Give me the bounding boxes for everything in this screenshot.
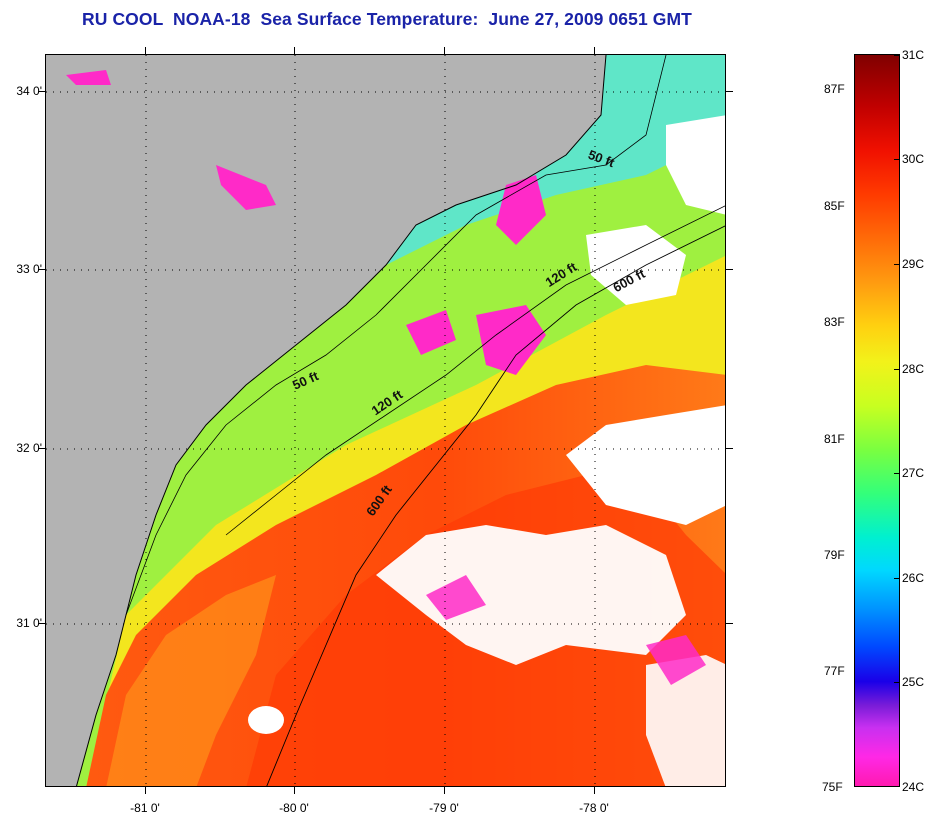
colorbar-tick (894, 159, 900, 160)
lat-label-32: 32 0' (16, 441, 42, 455)
lon-label-79: -79 0' (429, 801, 459, 815)
cloud-patch-southwest (248, 706, 284, 734)
colorbar-label-31c: 31C (902, 48, 925, 62)
cloud-patch-southeast (646, 655, 725, 786)
lat-tick (38, 269, 45, 270)
coastal-green-band (46, 55, 725, 786)
magenta-patch-6 (426, 575, 486, 620)
lat-label-34: 34 0' (16, 84, 42, 98)
sst-map-image (46, 55, 725, 786)
colorbar-tick (894, 682, 900, 683)
colorbar-label-77f: 77F (824, 664, 845, 678)
lon-tick (444, 47, 445, 54)
land-area (46, 55, 606, 786)
contour-600ft (266, 225, 725, 786)
lat-tick (726, 623, 733, 624)
chart-title: RU COOL NOAA-18 Sea Surface Temperature:… (82, 9, 692, 29)
magenta-patch-5 (66, 70, 111, 85)
lat-tick (726, 91, 733, 92)
sst-map: 50 ft 120 ft 600 ft 50 ft 120 ft 600 ft (45, 54, 726, 787)
cloud-patch-north (666, 115, 725, 215)
colorbar-gradient (855, 55, 899, 786)
colorbar-label-79f: 79F (824, 548, 845, 562)
colorbar-tick (894, 473, 900, 474)
lat-tick (38, 91, 45, 92)
colorbar-label-85f: 85F (824, 199, 845, 213)
lon-tick (444, 787, 445, 794)
contour-120ft (225, 205, 725, 536)
magenta-patch-7 (646, 635, 706, 685)
coastline (76, 55, 607, 786)
lat-label-33: 33 0' (16, 262, 42, 276)
colorbar-label-81f: 81F (824, 432, 845, 446)
lon-tick (294, 787, 295, 794)
lon-tick (145, 47, 146, 54)
colorbar-tick (894, 578, 900, 579)
colorbar-label-27c: 27C (902, 466, 925, 480)
colorbar-label-29c: 29C (902, 257, 925, 271)
colorbar-label-83f: 83F (824, 315, 845, 329)
lat-tick (726, 448, 733, 449)
lon-tick (594, 47, 595, 54)
lon-label-81: -81 0' (130, 801, 160, 815)
lon-tick (294, 47, 295, 54)
warm-inner-shelf (106, 575, 276, 786)
colorbar-label-26c: 26C (902, 571, 925, 585)
magenta-patch-3 (496, 175, 546, 245)
lat-tick (38, 623, 45, 624)
colorbar-label-24c: 24C (902, 780, 925, 794)
colorbar-label-30c: 30C (902, 152, 925, 166)
nearshore-cyan-band (46, 55, 725, 575)
lon-tick (145, 787, 146, 794)
colorbar-tick (894, 369, 900, 370)
magenta-patch-2 (406, 310, 456, 355)
lat-tick (38, 448, 45, 449)
lon-tick (594, 787, 595, 794)
lat-tick (726, 269, 733, 270)
colorbar-tick (894, 55, 900, 56)
colorbar-tick (894, 264, 900, 265)
colorbar-label-75f: 75F (822, 780, 843, 794)
cloud-patch-east (566, 405, 725, 525)
lon-label-80: -80 0' (279, 801, 309, 815)
magenta-patch-4 (216, 165, 276, 210)
magenta-patch-1 (476, 305, 546, 375)
colorbar-label-28c: 28C (902, 362, 925, 376)
cloud-patch-central (376, 525, 686, 665)
lon-label-78: -78 0' (579, 801, 609, 815)
colorbar-label-87f: 87F (824, 82, 845, 96)
lat-label-31: 31 0' (16, 616, 42, 630)
contour-50ft (125, 55, 667, 616)
colorbar (854, 54, 900, 787)
colorbar-label-25c: 25C (902, 675, 925, 689)
graticule (46, 55, 725, 786)
